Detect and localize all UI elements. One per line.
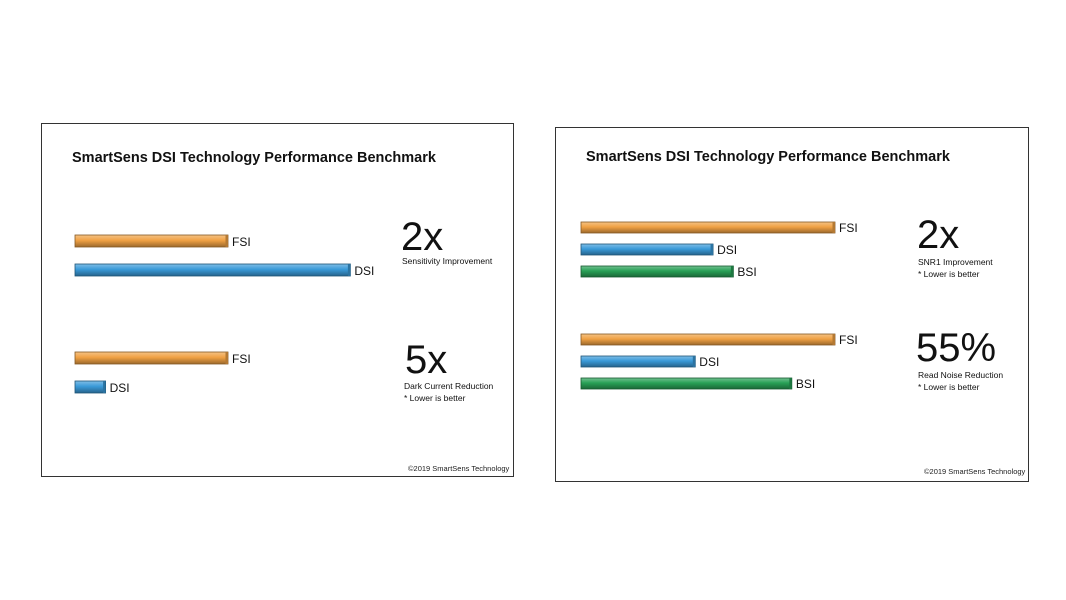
- bar-bsi: [580, 377, 793, 390]
- bar-label-dsi: DSI: [699, 355, 719, 369]
- bar-label-fsi: FSI: [839, 221, 858, 235]
- bar-end-cap: [789, 378, 792, 389]
- bar-end-cap: [225, 352, 228, 364]
- bar-end-cap: [832, 222, 835, 233]
- bar-chart-left: FSI DSI FSI DSI: [74, 234, 374, 395]
- bar-end-cap: [225, 235, 228, 247]
- bar-fsi: [580, 221, 836, 234]
- bar-end-cap: [730, 266, 734, 277]
- bar-label-bsi: BSI: [737, 265, 756, 279]
- bar-end-cap: [692, 356, 696, 367]
- benchmark-panel-right: SmartSens DSI Technology Performance Ben…: [555, 127, 1029, 482]
- bar-end-cap: [103, 381, 106, 393]
- bar-dsi: [580, 355, 696, 368]
- benchmark-panel-left: SmartSens DSI Technology Performance Ben…: [41, 123, 514, 477]
- metric-note: * Lower is better: [918, 382, 980, 392]
- metric-value: 2x: [917, 213, 960, 257]
- bar-end-cap: [347, 264, 351, 276]
- metric-note: * Lower is better: [918, 269, 980, 279]
- metric-caption: Dark Current Reduction: [404, 381, 494, 391]
- metric-caption: SNR1 Improvement: [918, 257, 993, 267]
- bar-label-fsi: FSI: [232, 235, 251, 249]
- bar-label-dsi: DSI: [354, 264, 374, 278]
- bar-label-fsi: FSI: [232, 352, 251, 366]
- metric-value: 55%: [916, 326, 997, 370]
- metric-value: 2x: [401, 215, 444, 259]
- bar-dsi: [74, 380, 107, 394]
- copyright-text: ©2019 SmartSens Technology: [924, 467, 1026, 476]
- metric-caption: Read Noise Reduction: [918, 370, 1004, 380]
- bar-fsi: [580, 333, 836, 346]
- metric-note: * Lower is better: [404, 393, 466, 403]
- chart-title: SmartSens DSI Technology Performance Ben…: [586, 149, 950, 165]
- bar-label-dsi: DSI: [110, 381, 130, 395]
- chart-title: SmartSens DSI Technology Performance Ben…: [72, 150, 436, 166]
- bar-bsi: [580, 265, 734, 278]
- bar-end-cap: [832, 334, 835, 345]
- bar-fsi: [74, 351, 229, 365]
- metric-caption: Sensitivity Improvement: [402, 256, 493, 266]
- metric-value: 5x: [405, 338, 448, 382]
- copyright-text: ©2019 SmartSens Technology: [408, 464, 510, 473]
- bar-end-cap: [710, 244, 714, 255]
- bar-label-dsi: DSI: [717, 243, 737, 257]
- bar-fsi: [74, 234, 229, 248]
- bar-label-fsi: FSI: [839, 333, 858, 347]
- bar-dsi: [580, 243, 714, 256]
- bar-dsi: [74, 263, 351, 277]
- bar-label-bsi: BSI: [796, 377, 815, 391]
